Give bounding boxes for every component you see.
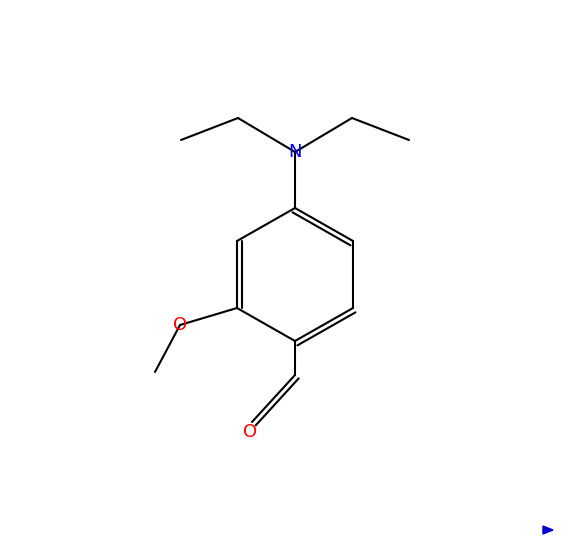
Polygon shape xyxy=(543,526,553,534)
Text: O: O xyxy=(173,316,187,334)
Text: O: O xyxy=(243,423,257,441)
Text: N: N xyxy=(288,143,302,161)
